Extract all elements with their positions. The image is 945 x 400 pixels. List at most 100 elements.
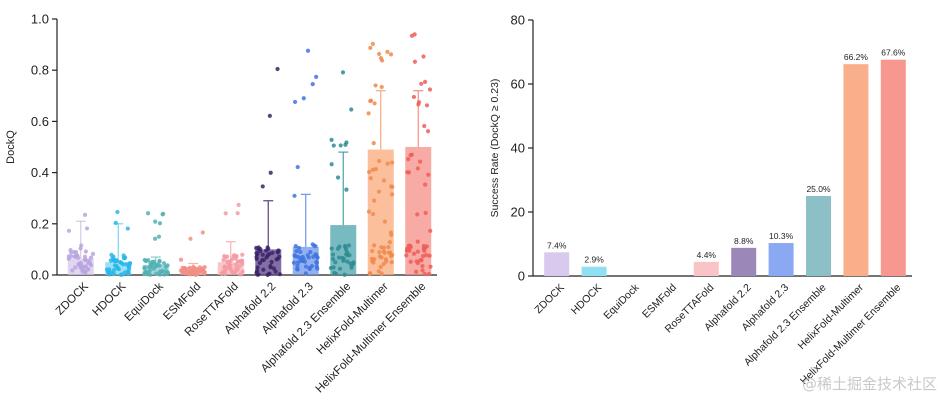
data-point: [377, 250, 382, 255]
data-point: [199, 266, 204, 271]
data-point: [233, 262, 239, 267]
data-point: [257, 260, 263, 266]
data-point: [424, 103, 430, 108]
bar: [581, 266, 607, 276]
data-point: [388, 254, 394, 259]
data-point: [157, 263, 162, 268]
data-point: [366, 111, 371, 116]
data-point: [313, 244, 318, 249]
data-point: [301, 96, 306, 101]
data-point: [385, 49, 390, 54]
data-point: [344, 140, 349, 145]
data-label: 10.3%: [769, 231, 794, 241]
data-point: [86, 267, 91, 272]
data-point: [377, 158, 382, 164]
data-point: [305, 48, 311, 53]
data-point: [277, 272, 282, 277]
bar: [142, 264, 169, 275]
data-point: [229, 257, 234, 262]
x-tick-label: ZDOCK: [532, 282, 566, 316]
x-tick-label: EquiDock: [601, 281, 642, 322]
y-tick-label: 1.0: [31, 12, 49, 27]
data-point: [378, 264, 383, 270]
data-point: [120, 272, 125, 277]
data-label: 7.4%: [547, 240, 567, 250]
data-point: [260, 252, 265, 257]
data-point: [267, 271, 272, 277]
data-point: [379, 58, 385, 63]
data-point: [412, 59, 418, 64]
data-point: [372, 257, 377, 262]
data-point: [372, 243, 377, 248]
y-tick-label: 0.6: [31, 114, 49, 129]
data-point: [338, 143, 343, 148]
data-point: [83, 264, 88, 269]
data-point: [381, 245, 387, 250]
data-point: [376, 51, 382, 57]
data-point: [315, 266, 320, 271]
data-point: [234, 266, 239, 272]
data-point: [202, 271, 207, 276]
data-point: [254, 270, 259, 275]
data-point: [73, 250, 79, 255]
data-point: [303, 264, 309, 269]
data-point: [422, 123, 427, 129]
data-point: [80, 269, 85, 274]
data-point: [270, 250, 275, 255]
data-point: [79, 266, 84, 271]
data-point: [415, 212, 420, 217]
data-point: [340, 255, 345, 261]
x-tick-label: HelixFold-Multimer: [315, 281, 391, 357]
data-point: [421, 243, 427, 249]
data-point: [344, 187, 349, 192]
data-point: [416, 102, 421, 107]
data-point: [426, 271, 432, 277]
data-point: [335, 246, 341, 251]
data-point: [409, 152, 414, 157]
data-point: [373, 83, 378, 88]
data-point: [142, 271, 147, 276]
data-point: [237, 264, 242, 269]
bar: [731, 247, 757, 276]
data-point: [86, 260, 91, 266]
x-tick-label: ZDOCK: [54, 280, 91, 317]
data-point: [376, 269, 381, 274]
data-point: [415, 239, 420, 244]
data-point: [386, 244, 391, 250]
data-point: [372, 198, 377, 203]
data-point: [423, 182, 428, 187]
data-point: [419, 81, 424, 86]
data-point: [389, 260, 394, 265]
data-point: [267, 251, 272, 257]
data-point: [347, 253, 352, 258]
data-point: [126, 264, 132, 269]
data-point: [337, 266, 343, 271]
data-point: [108, 258, 113, 263]
data-point: [383, 257, 389, 262]
data-point: [389, 232, 394, 238]
data-point: [340, 70, 346, 75]
data-point: [153, 219, 158, 224]
x-tick-label: HDOCK: [569, 282, 604, 317]
data-point: [418, 159, 423, 164]
data-point: [105, 269, 111, 274]
watermark: @稀土掘金技术社区: [801, 375, 937, 393]
data-point: [292, 193, 297, 198]
data-label: 66.2%: [844, 52, 869, 62]
data-point: [411, 251, 417, 256]
data-point: [372, 101, 377, 106]
data-point: [275, 66, 280, 72]
data-point: [298, 249, 303, 255]
chart-panel: 0 20 40 60 80 Success Rate (DockQ ≥ 0.23) 7.4%…: [489, 13, 912, 387]
data-point: [295, 263, 300, 268]
data-point: [427, 253, 432, 258]
data-point: [367, 271, 372, 276]
data-point: [156, 234, 162, 239]
data-point: [115, 265, 120, 271]
data-point: [142, 265, 147, 270]
data-label: 8.8%: [734, 236, 754, 246]
data-point: [418, 258, 423, 263]
data-point: [292, 253, 297, 258]
data-point: [66, 228, 72, 233]
